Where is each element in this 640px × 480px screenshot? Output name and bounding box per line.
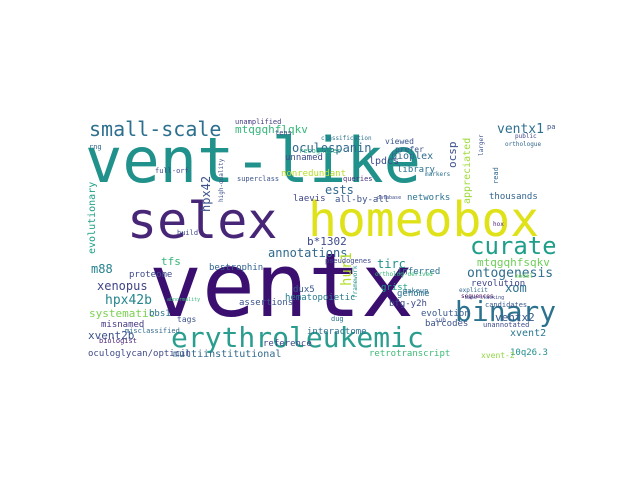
word: selex	[127, 192, 278, 250]
word: oculoglycan/opticin	[88, 349, 191, 359]
word: unamplified	[235, 118, 282, 126]
word: assertions	[239, 298, 294, 308]
word: proteome	[129, 270, 173, 280]
word: ests	[325, 183, 354, 197]
word: hpx42b	[105, 293, 152, 308]
word: reference	[263, 339, 312, 349]
word: model	[515, 273, 534, 280]
word: hematopoietic	[285, 293, 356, 303]
word: barcodes	[425, 319, 469, 329]
word: xom	[505, 281, 527, 295]
word: small-scale	[89, 118, 222, 141]
word: laevis	[293, 194, 326, 204]
word: explicit	[459, 287, 488, 294]
word: bbs1	[149, 309, 171, 319]
word: curated	[470, 232, 555, 260]
word: b*1302	[307, 235, 347, 248]
word-cloud: ventx vent-like homeobox selex erythrole…	[85, 118, 555, 370]
word: bestrophin	[209, 263, 264, 273]
word: bioplex	[391, 151, 434, 162]
word: xvent2	[510, 328, 547, 339]
word: library	[397, 165, 435, 175]
word: pseudogenes	[325, 257, 372, 265]
word: dux5	[293, 285, 315, 295]
word: dug	[331, 315, 344, 323]
word: unnamed	[285, 153, 323, 163]
word: m88	[91, 262, 113, 276]
word: appreciated	[462, 137, 473, 204]
word: hox	[493, 221, 504, 228]
word: tirc	[377, 257, 406, 271]
word: interactome	[307, 327, 367, 337]
word: tfs	[161, 255, 181, 268]
word: ocsp	[446, 141, 459, 169]
word: revolution	[471, 279, 526, 289]
word: markers	[425, 171, 451, 178]
word: ventx	[149, 234, 414, 337]
word: homeobox	[308, 192, 540, 248]
word: viewed	[385, 137, 414, 146]
word: tags	[177, 315, 197, 324]
word: recognizes	[299, 147, 342, 155]
word: rng	[89, 143, 102, 151]
word: classification	[321, 135, 372, 142]
word: full-orf	[155, 167, 189, 175]
word: biologist	[99, 337, 137, 345]
word: prefer	[395, 145, 424, 154]
word: hpx42	[199, 175, 213, 212]
word: vent-like	[85, 124, 421, 197]
word: inferred	[397, 267, 441, 277]
word: ventx2	[495, 311, 535, 324]
word: annotations	[268, 246, 348, 260]
word: bfg-y2h	[389, 299, 427, 309]
word: makeup	[403, 287, 429, 295]
word: build	[177, 229, 199, 237]
word: framework	[352, 265, 359, 298]
word: thousands	[489, 192, 538, 202]
word: mtqgqhflqkv	[235, 123, 308, 136]
word: orthologue	[505, 141, 542, 148]
word: sequences	[461, 293, 494, 300]
word: tens	[275, 129, 292, 137]
word: misnamed	[101, 320, 145, 330]
word: systematic	[89, 307, 156, 320]
word: oculospanin	[292, 141, 372, 155]
word: erythroleukemic	[171, 321, 424, 354]
word: evolution	[421, 309, 470, 319]
word: base-stacking	[465, 295, 505, 301]
word: paint	[547, 123, 555, 131]
word: multiinstitutional	[173, 349, 282, 360]
word: read	[492, 167, 500, 184]
word: database	[377, 195, 402, 201]
word: mtqgqhfsqkv	[477, 256, 550, 269]
word: retrotranscript	[369, 349, 451, 359]
word: nonredundant	[281, 169, 347, 179]
word: ortholog-derived	[375, 271, 433, 278]
word: sub	[435, 317, 446, 324]
word: evolutionary	[87, 181, 98, 254]
word: all-by-all	[335, 195, 390, 205]
word: xvent2b	[88, 329, 135, 342]
word: genome	[397, 289, 430, 299]
word: misclassified	[125, 327, 180, 335]
word: ontogenesis	[467, 266, 554, 281]
word: grist	[381, 283, 409, 293]
word: lpdcs	[369, 156, 400, 167]
word: queries	[343, 175, 373, 183]
word: high-quality	[218, 158, 225, 202]
word: xenopus	[97, 279, 148, 293]
word: unannotated	[483, 321, 530, 329]
word: superclass	[237, 175, 280, 183]
word: binary	[455, 295, 555, 328]
word: public	[515, 133, 537, 140]
word: candidates	[485, 301, 528, 309]
word: larger	[478, 134, 485, 156]
word: xvent-2	[481, 351, 515, 360]
word: 10q26.3	[510, 348, 548, 358]
word: abnormality	[167, 297, 201, 303]
word: ventx1	[497, 122, 544, 137]
word: networks	[407, 193, 451, 203]
